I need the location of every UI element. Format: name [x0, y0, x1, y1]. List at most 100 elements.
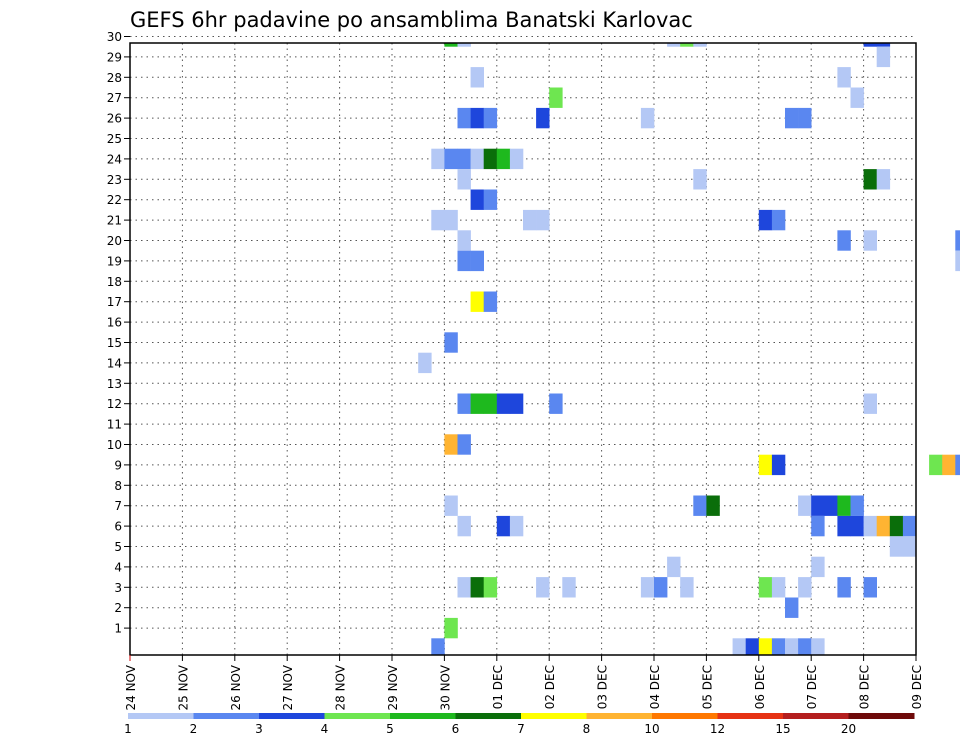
legend-label: 10	[644, 722, 659, 736]
data-cell	[667, 556, 681, 578]
y-tick-label: 28	[107, 71, 122, 85]
y-tick-label: 17	[107, 295, 122, 309]
x-tick-label: 07 DEC	[805, 665, 819, 709]
data-cell	[509, 515, 524, 537]
legend-label: 15	[775, 722, 790, 736]
data-cell	[483, 189, 498, 210]
data-cell	[811, 515, 825, 537]
data-cell	[771, 638, 786, 655]
data-cell	[771, 209, 786, 231]
data-cell	[536, 577, 550, 598]
data-cell	[509, 148, 524, 170]
data-cell	[876, 515, 891, 537]
data-cell	[889, 515, 904, 537]
data-cell	[457, 250, 471, 272]
legend-swatch	[259, 713, 325, 719]
data-cell	[863, 43, 877, 47]
data-cell	[850, 515, 864, 537]
data-cell	[496, 148, 511, 170]
x-tick-label: 03 DEC	[596, 665, 610, 709]
data-cell	[785, 107, 799, 129]
data-cell	[693, 43, 707, 47]
y-tick-label: 2	[114, 601, 122, 615]
data-cell	[889, 536, 904, 557]
data-cell	[457, 230, 471, 251]
legend-swatch	[652, 713, 718, 719]
data-cell	[706, 495, 720, 516]
y-tick-label: 25	[107, 132, 122, 146]
legend-swatch	[586, 713, 653, 719]
data-cell	[758, 454, 773, 476]
legend-label: 12	[710, 722, 725, 736]
y-tick-label: 15	[107, 336, 122, 350]
data-cell	[470, 393, 484, 414]
legend-swatch	[390, 713, 456, 719]
data-cell	[680, 43, 694, 47]
legend-swatch	[717, 713, 784, 719]
y-tick-label: 18	[107, 275, 122, 289]
data-cell	[457, 148, 471, 170]
legend-swatch	[783, 713, 849, 719]
data-cell	[850, 495, 864, 516]
y-tick-label: 19	[107, 254, 122, 268]
data-cell	[667, 43, 681, 47]
data-cell	[876, 169, 891, 190]
data-cell	[640, 577, 655, 598]
y-tick-label: 7	[114, 499, 122, 513]
legend-swatch	[521, 713, 587, 719]
data-cell	[837, 230, 851, 251]
data-cell	[640, 107, 655, 129]
x-tick-label: 29 NOV	[386, 664, 400, 710]
data-cell	[457, 43, 471, 47]
data-cell	[457, 434, 471, 455]
legend-label: 5	[386, 722, 394, 736]
y-tick-label: 1	[114, 622, 122, 636]
x-tick-label: 27 NOV	[281, 664, 295, 710]
y-tick-label: 23	[107, 173, 122, 187]
data-cell	[955, 250, 960, 272]
data-cell	[837, 67, 851, 88]
data-cell	[457, 515, 471, 537]
legend-swatch	[848, 713, 915, 719]
data-cell	[758, 638, 773, 655]
data-cell	[824, 495, 838, 516]
data-cell	[680, 577, 694, 598]
data-cell	[902, 515, 917, 537]
data-cell	[470, 107, 484, 129]
data-cell	[483, 577, 498, 598]
data-cell	[431, 209, 445, 231]
legend-swatch	[455, 713, 522, 719]
data-cell	[457, 577, 471, 598]
grid-lines	[129, 36, 917, 655]
data-cell	[850, 87, 864, 108]
data-cell	[798, 638, 812, 655]
data-cell	[444, 495, 458, 516]
data-cell	[837, 515, 851, 537]
data-cell	[444, 434, 458, 455]
x-axis: 24 NOV 25 NOV 26 NOV 27 NOV 28 NOV 29 NOV 30 N…	[124, 655, 924, 711]
data-cell	[876, 43, 891, 47]
y-tick-label: 26	[107, 112, 122, 126]
data-cell	[929, 454, 943, 476]
data-cells	[418, 43, 960, 655]
data-cell	[771, 577, 786, 598]
data-cell	[902, 536, 917, 557]
legend-label: 6	[452, 722, 460, 736]
data-cell	[431, 148, 445, 170]
legend-label: 7	[517, 722, 525, 736]
data-cell	[732, 638, 746, 655]
data-cell	[496, 515, 511, 537]
data-cell	[483, 107, 498, 129]
data-cell	[523, 209, 537, 231]
x-tick-label: 06 DEC	[753, 665, 767, 709]
y-axis: 1234567891011121314151617181920212223242…	[107, 30, 130, 636]
data-cell	[942, 454, 956, 476]
data-cell	[470, 67, 484, 88]
data-cell	[470, 250, 484, 272]
y-tick-label: 11	[107, 418, 122, 432]
y-tick-label: 22	[107, 193, 122, 207]
data-cell	[536, 107, 550, 129]
y-tick-label: 24	[107, 152, 122, 166]
legend-label: 2	[190, 722, 198, 736]
